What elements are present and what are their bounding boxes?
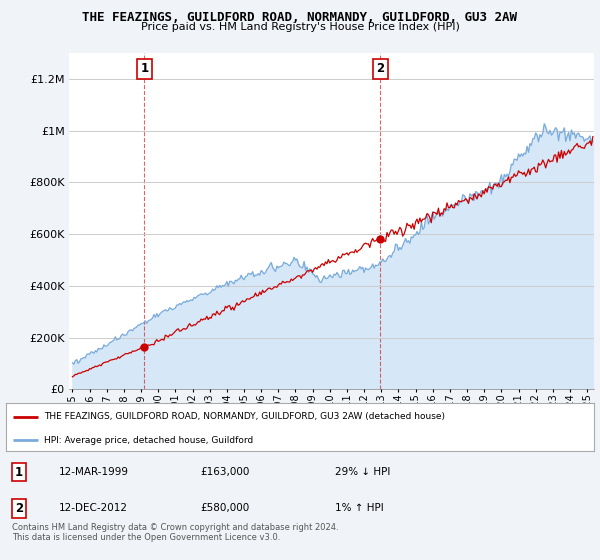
Text: 1: 1	[15, 465, 23, 479]
Text: 29% ↓ HPI: 29% ↓ HPI	[335, 467, 391, 477]
Text: THE FEAZINGS, GUILDFORD ROAD, NORMANDY, GUILDFORD, GU3 2AW (detached house): THE FEAZINGS, GUILDFORD ROAD, NORMANDY, …	[44, 412, 445, 421]
Text: 1% ↑ HPI: 1% ↑ HPI	[335, 503, 384, 514]
Text: Price paid vs. HM Land Registry's House Price Index (HPI): Price paid vs. HM Land Registry's House …	[140, 22, 460, 32]
Text: HPI: Average price, detached house, Guildford: HPI: Average price, detached house, Guil…	[44, 436, 253, 445]
Text: 1: 1	[140, 62, 148, 75]
Text: 2: 2	[15, 502, 23, 515]
Text: 2: 2	[376, 62, 385, 75]
Text: THE FEAZINGS, GUILDFORD ROAD, NORMANDY, GUILDFORD, GU3 2AW: THE FEAZINGS, GUILDFORD ROAD, NORMANDY, …	[83, 11, 517, 24]
Text: Contains HM Land Registry data © Crown copyright and database right 2024.
This d: Contains HM Land Registry data © Crown c…	[12, 523, 338, 542]
Text: £580,000: £580,000	[200, 503, 249, 514]
Text: 12-DEC-2012: 12-DEC-2012	[59, 503, 128, 514]
Text: 12-MAR-1999: 12-MAR-1999	[59, 467, 129, 477]
Text: £163,000: £163,000	[200, 467, 250, 477]
